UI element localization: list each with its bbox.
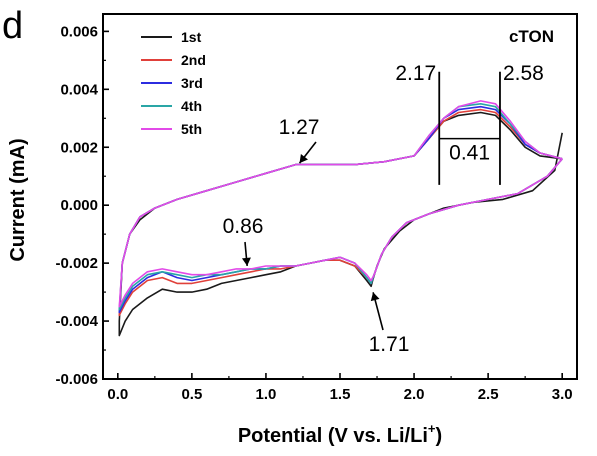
series-line-2nd — [118, 108, 563, 317]
chart-title: cTON — [509, 27, 554, 46]
x-axis-label-tail: ) — [435, 425, 442, 447]
x-tick-label: 1.0 — [256, 386, 277, 403]
annotation-label: 0.86 — [223, 215, 264, 238]
legend-label-2nd: 2nd — [181, 52, 206, 68]
x-tick-label: 0.5 — [181, 386, 202, 403]
series-layer — [118, 100, 563, 337]
y-axis-label: Current (mA) — [7, 138, 29, 261]
annotation-arrow-head — [299, 154, 308, 164]
annotation-layer: 1.27 0.86 1.71 2.17 2.58 0.41 — [223, 62, 544, 356]
legend-label-1st: 1st — [181, 29, 202, 45]
annotation-arrow-head — [370, 292, 380, 302]
annotation-label: 2.58 — [503, 62, 544, 85]
legend-label-4th: 4th — [181, 98, 202, 114]
x-tick-label: 2.0 — [404, 386, 425, 403]
series-line-5th — [118, 100, 563, 308]
x-tick-label: 2.5 — [478, 386, 499, 403]
x-axis-label-sup: + — [428, 421, 436, 436]
y-tick-label: -0.004 — [55, 313, 98, 330]
y-tick-label: 0.002 — [60, 139, 98, 156]
annotation-label: 0.41 — [449, 142, 490, 165]
ticks-layer: 0.0 0.5 1.0 1.5 2.0 2.5 3.0 -0.006 -0.004 -0.002 0… — [55, 23, 572, 403]
y-tick-label: -0.002 — [55, 255, 98, 272]
y-tick-label: 0.006 — [60, 23, 98, 40]
x-tick-label: 0.0 — [107, 386, 128, 403]
annotation-arrow-head — [241, 257, 251, 266]
legend: 1st 2nd 3rd 4th 5th — [141, 29, 206, 137]
x-axis-label: Potential (V vs. Li/Li+) — [238, 421, 442, 447]
y-tick-label: 0.000 — [60, 197, 98, 214]
annotation-label: 1.27 — [279, 116, 320, 139]
y-tick-label: 0.004 — [60, 81, 98, 98]
x-axis-label-main: Potential (V vs. Li/Li — [238, 425, 428, 447]
legend-label-5th: 5th — [181, 121, 202, 137]
y-tick-label: -0.006 — [55, 371, 98, 388]
series-line-3rd — [118, 105, 563, 314]
annotation-label: 2.17 — [395, 62, 436, 85]
legend-label-3rd: 3rd — [181, 75, 203, 91]
x-tick-label: 1.5 — [330, 386, 351, 403]
x-tick-label: 3.0 — [552, 386, 573, 403]
series-line-1st — [118, 111, 563, 337]
panel-label: d — [2, 5, 23, 47]
annotation-label: 1.71 — [369, 333, 410, 356]
